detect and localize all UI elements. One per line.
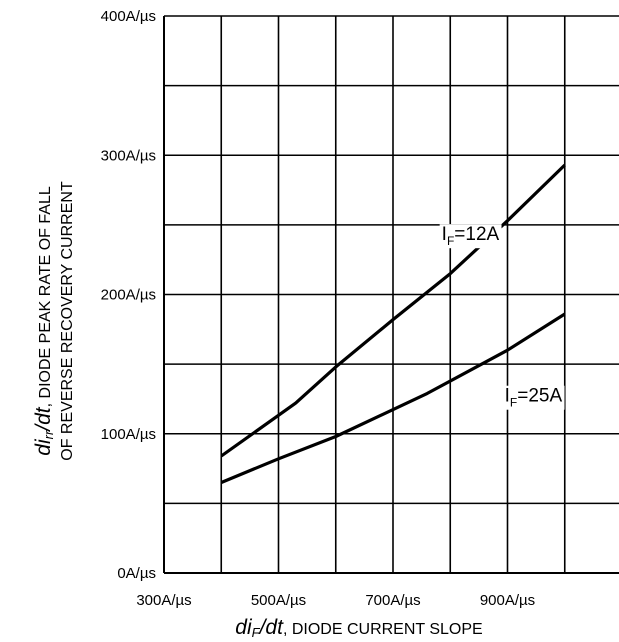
series-label-2: IF=25A xyxy=(505,386,563,410)
y-axis-title-line2: OF REVERSE RECOVERY CURRENT xyxy=(59,181,76,461)
series-label-background xyxy=(502,385,565,410)
y-tick-label: 200A/µs xyxy=(101,287,156,304)
series-line-1 xyxy=(220,163,566,458)
grid xyxy=(163,15,619,574)
x-tick-label: 300A/µs xyxy=(136,592,191,609)
x-tick-label: 700A/µs xyxy=(365,592,420,609)
tick-labels: 300A/µs 500A/µs 700A/µs 900A/µs 0A/µs 100A/µs… xyxy=(101,8,536,609)
series-label-1: IF=12A xyxy=(442,224,500,248)
y-tick-label: 300A/µs xyxy=(101,147,156,164)
y-tick-label: 400A/µs xyxy=(101,8,156,25)
y-axis-title: dirr/dt, DIODE PEAK RATE OF FALL xyxy=(32,186,56,456)
x-tick-label: 500A/µs xyxy=(251,592,306,609)
series-layer xyxy=(220,163,566,484)
series-label-background xyxy=(439,224,502,249)
x-axis-title: diF/dt, DIODE CURRENT SLOPE xyxy=(235,616,482,640)
y-tick-label: 100A/µs xyxy=(101,426,156,443)
series-line-2 xyxy=(220,312,566,484)
y-tick-label: 0A/µs xyxy=(117,565,156,582)
series-labels: IF=12A IF=25A xyxy=(439,224,565,410)
x-tick-label: 900A/µs xyxy=(480,592,535,609)
